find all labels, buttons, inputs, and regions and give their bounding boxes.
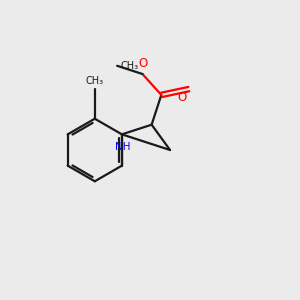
Text: O: O [139, 57, 148, 70]
Text: CH₃: CH₃ [120, 61, 138, 71]
Text: O: O [177, 91, 187, 104]
Text: NH: NH [115, 142, 130, 152]
Text: CH₃: CH₃ [86, 76, 104, 86]
